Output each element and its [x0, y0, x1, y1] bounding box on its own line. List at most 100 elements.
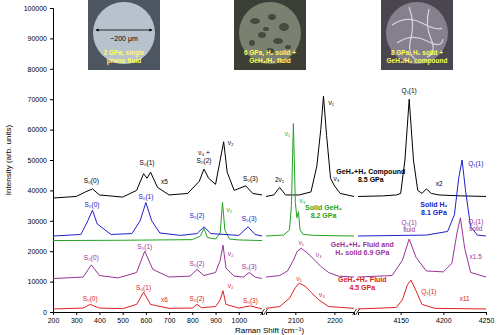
y-tick-label: 100000	[24, 5, 47, 12]
x-tick-label: 1000	[231, 317, 247, 324]
x-tick-mark	[334, 312, 335, 315]
peak-label: ν₁	[298, 239, 304, 246]
y-tick: 20000	[28, 248, 53, 255]
spectrum-line	[53, 203, 262, 241]
x-axis-line	[54, 313, 263, 316]
x-tick-mark	[239, 312, 240, 315]
y-tick-mark	[50, 190, 53, 191]
peak-label: ν₂	[228, 139, 234, 146]
x-tick: 4150	[393, 312, 409, 324]
y-tick-mark	[50, 251, 53, 252]
peak-label: ν₃	[333, 175, 339, 182]
series-label: GeH₄+H₂ Fluid4.5 GPa	[338, 276, 387, 291]
y-tick-mark	[50, 312, 53, 313]
peak-label: S₀(0)	[84, 254, 99, 262]
photo-texture	[263, 27, 269, 31]
peak-label: x11	[460, 295, 470, 302]
photo-texture	[279, 23, 289, 31]
y-tick-mark	[50, 8, 53, 9]
spectrum-line	[266, 124, 354, 236]
x-tick-mark	[169, 312, 170, 315]
panel-lines	[358, 99, 486, 196]
y-tick-label: 50000	[28, 157, 48, 164]
photo-texture	[397, 37, 443, 44]
y-tick-label: 20000	[28, 248, 48, 255]
x-tick-mark	[486, 312, 487, 315]
x-axis-title: Raman Shift (cm⁻¹)	[235, 326, 304, 335]
x-tick: 2200	[327, 312, 343, 324]
x-tick-label: 900	[210, 317, 222, 324]
x-tick: 300	[71, 312, 83, 324]
x-tick-label: 4200	[436, 317, 452, 324]
y-tick: 50000	[28, 157, 53, 164]
peak-label: ν₁	[297, 275, 303, 282]
y-tick: 30000	[28, 218, 53, 225]
x-tick-mark	[53, 312, 54, 315]
peak-label: ν₂	[227, 206, 233, 213]
y-tick-mark	[50, 282, 53, 283]
peak-label: S₀(2)	[189, 260, 204, 268]
scale-label: ~200 μm	[110, 35, 138, 43]
y-tick: 60000	[28, 126, 53, 133]
photo-texture	[250, 18, 260, 24]
spectrum-line	[358, 280, 486, 309]
photo: ~200 μm 2 GPa, singlephase fluid	[88, 0, 160, 70]
photo-background	[234, 0, 306, 70]
x-tick-mark	[216, 312, 217, 315]
peak-label: Q₁(1)solid	[468, 218, 483, 232]
photo-texture	[392, 19, 442, 28]
peak-label: 2ν₂	[275, 176, 285, 183]
peak-label: ν₂	[228, 250, 234, 257]
y-axis-line	[50, 9, 54, 313]
y-tick-mark	[50, 221, 53, 222]
panel-lines	[266, 124, 354, 236]
y-tick-mark	[50, 69, 53, 70]
x-axis-line	[267, 313, 355, 316]
y-tick-mark	[50, 99, 53, 100]
panel-lines	[53, 203, 262, 241]
panel-lines	[358, 280, 486, 309]
photo-caption: 2 GPa, singlephase fluid	[104, 49, 145, 65]
series-label: Solid GeH₄8.2 GPa	[305, 204, 342, 219]
y-tick: 40000	[28, 187, 53, 194]
y-tick: 0	[43, 309, 53, 316]
peak-label: S₀(1)	[138, 193, 153, 201]
photo-texture	[273, 38, 283, 44]
x-tick: 200	[48, 312, 60, 324]
peak-label: S₀(3)	[243, 297, 258, 305]
x-tick: 800	[187, 312, 199, 324]
y-tick-mark	[50, 38, 53, 39]
spectrum-line	[358, 99, 486, 196]
series-label: GeH₄+H₂ Compound8.5 GPa	[336, 168, 405, 183]
spectra	[53, 96, 486, 309]
x-tick: 4250	[479, 312, 495, 324]
spectrum-line	[53, 142, 262, 198]
y-tick: 70000	[28, 96, 53, 103]
photo: 6 GPa, H₂ solid +GeH₄/H₂ fluid	[234, 0, 306, 70]
chart-svg: ~200 μm 2 GPa, singlephase fluid 6 GPa, H₂…	[0, 0, 500, 335]
x-tick-label: 400	[94, 317, 106, 324]
y-tick-label: 40000	[28, 187, 48, 194]
x-tick: 4200	[436, 312, 452, 324]
y-tick-label: 80000	[28, 66, 48, 73]
x-tick-mark	[443, 312, 444, 315]
y-tick-label: 60000	[28, 126, 48, 133]
photo-caption: 6 GPa, H₂ solid +GeH₄/H₂ fluid	[244, 49, 296, 64]
peak-label: Q₁(1)	[468, 160, 483, 168]
peak-label: S₀(2)	[189, 295, 204, 303]
x-axis: 2003004005006007008009001000	[48, 312, 263, 324]
x-tick: 700	[164, 312, 176, 324]
peak-label: S₀(1)	[140, 159, 155, 167]
peak-label: S₀(3)	[242, 263, 257, 271]
peak-label: ν₃	[319, 291, 325, 298]
peak-label: S₀(3)	[242, 215, 257, 223]
spectrum-line	[53, 203, 262, 236]
photo-sample	[386, 2, 448, 64]
x-tick-mark	[123, 312, 124, 315]
x-axis: 21002200	[267, 312, 355, 324]
panel-lines	[53, 245, 262, 278]
photos: ~200 μm 2 GPa, singlephase fluid 6 GPa, H₂…	[88, 0, 453, 70]
peak-label: ν₁	[329, 99, 335, 106]
spectrum-line	[266, 96, 354, 196]
y-tick-mark	[50, 160, 53, 161]
